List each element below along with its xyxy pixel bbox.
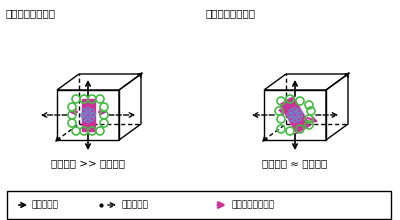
FancyArrowPatch shape bbox=[42, 113, 67, 117]
Text: ：結晶すべり方向: ：結晶すべり方向 bbox=[231, 200, 274, 209]
Text: ：板幅歪み: ：板幅歪み bbox=[121, 200, 148, 209]
FancyArrowPatch shape bbox=[316, 113, 337, 117]
Text: 板幅歪み ≈ 板厚歪み: 板幅歪み ≈ 板厚歪み bbox=[262, 158, 328, 168]
FancyArrowPatch shape bbox=[108, 203, 115, 207]
FancyArrowPatch shape bbox=[253, 113, 274, 117]
FancyBboxPatch shape bbox=[7, 191, 391, 219]
FancyArrowPatch shape bbox=[109, 113, 134, 117]
Text: 集合組織制御有り: 集合組織制御有り bbox=[205, 8, 255, 18]
Polygon shape bbox=[281, 98, 309, 132]
Polygon shape bbox=[82, 99, 94, 131]
Text: 集合組織制御無し: 集合組織制御無し bbox=[5, 8, 55, 18]
Text: 板幅歪み >> 板厚歪み: 板幅歪み >> 板厚歪み bbox=[51, 158, 125, 168]
Text: ：板厚歪み: ：板厚歪み bbox=[32, 200, 59, 209]
